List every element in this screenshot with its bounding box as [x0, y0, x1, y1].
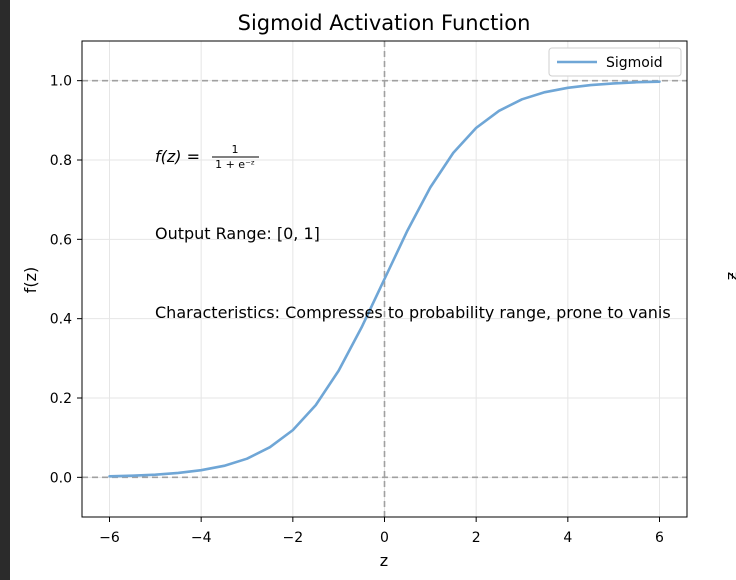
x-tick-label: −2: [283, 530, 304, 546]
x-tick-label: 4: [563, 530, 572, 546]
reference-lines: [82, 41, 687, 517]
chart-title: Sigmoid Activation Function: [238, 11, 531, 35]
x-tick-label: 0: [380, 530, 389, 546]
x-tick-label: 2: [472, 530, 481, 546]
legend-label-sigmoid: Sigmoid: [606, 55, 663, 71]
series-line-sigmoid: [108, 80, 661, 478]
formula-lhs: f(z) =: [155, 147, 200, 166]
x-tick-label: −4: [191, 530, 212, 546]
adjacent-axis-glyph: ƶ: [722, 272, 736, 280]
formula-denominator: 1 + e⁻ᶻ: [215, 158, 255, 171]
legend-box: [548, 47, 682, 77]
x-axis-ticks: −6 −4 −2 0 2 4 6: [99, 517, 664, 546]
y-axis-label: f(z): [21, 267, 40, 294]
formula-annotation: f(z) = 1 1 + e⁻ᶻ: [155, 143, 259, 171]
characteristics-annotation: Characteristics: Compresses to probabili…: [155, 303, 671, 322]
formula-numerator: 1: [232, 143, 239, 156]
y-tick-label: 0.6: [50, 232, 72, 248]
legend: Sigmoid: [548, 47, 682, 77]
x-tick-label: −6: [99, 530, 120, 546]
y-axis-ticks: 0.0 0.2 0.4 0.6 0.8 1.0: [50, 74, 82, 486]
y-tick-label: 0.0: [50, 470, 72, 486]
window-edge: [0, 0, 10, 580]
x-tick-label: 6: [655, 530, 664, 546]
x-axis-label: z: [380, 551, 388, 570]
y-tick-label: 1.0: [50, 74, 72, 90]
y-tick-label: 0.2: [50, 391, 72, 407]
output-range-annotation: Output Range: [0, 1]: [155, 224, 320, 243]
y-tick-label: 0.4: [50, 312, 72, 328]
y-tick-label: 0.8: [50, 153, 72, 169]
